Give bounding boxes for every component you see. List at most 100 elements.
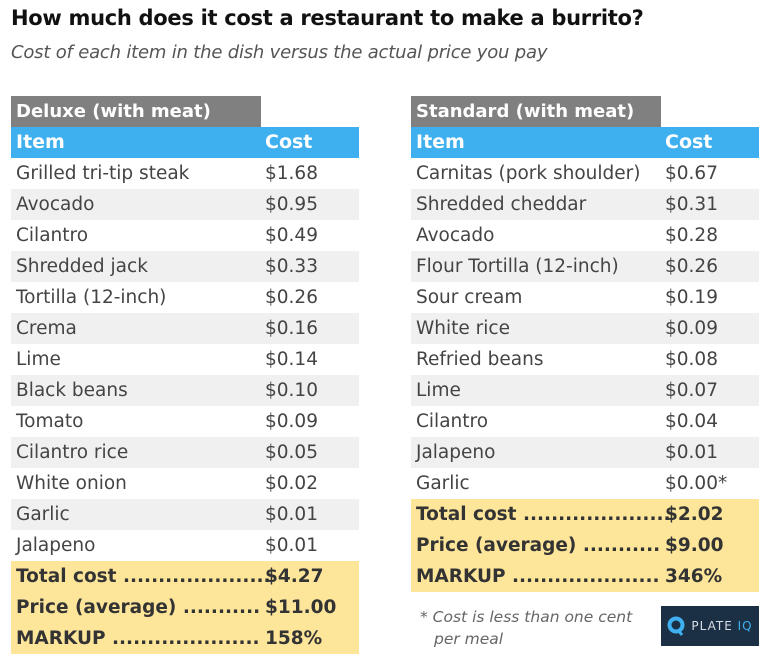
column-header-row: Item Cost: [411, 127, 759, 158]
item-name: Shredded cheddar: [416, 194, 587, 215]
item-name: Cilantro: [416, 411, 489, 432]
item-name: Lime: [16, 349, 61, 370]
item-name: Black beans: [16, 380, 128, 401]
totals-value: $11.00: [265, 597, 337, 618]
item-name: Tortilla (12-inch): [16, 287, 167, 308]
standard-cost-table: Standard (with meat) Item Cost Carnitas (po…: [411, 96, 759, 592]
item-cost: $0.49: [265, 225, 318, 246]
column-header-item: Item: [416, 131, 465, 153]
item-cost: $0.09: [665, 318, 718, 339]
column-header-row: Item Cost: [11, 127, 359, 158]
totals-value: $4.27: [265, 566, 324, 587]
item-cost: $0.31: [665, 194, 718, 215]
totals-row: MARKUP ..................... 158%: [11, 623, 359, 654]
totals-row: Total cost ..................... $4.27: [11, 561, 359, 592]
totals-label: MARKUP .....................: [16, 628, 260, 649]
item-name: White rice: [416, 318, 510, 339]
table-row: Cilantro rice $0.05: [11, 437, 359, 468]
table-row: White rice $0.09: [411, 313, 759, 344]
item-name: Refried beans: [416, 349, 544, 370]
item-cost: $0.07: [665, 380, 718, 401]
item-cost: $0.01: [665, 442, 718, 463]
item-cost: $0.16: [265, 318, 318, 339]
table-row: Cilantro $0.04: [411, 406, 759, 437]
footnote-line: * Cost is less than one cent: [420, 608, 633, 626]
item-cost: $0.01: [265, 535, 318, 556]
table-group-header: Standard (with meat): [411, 96, 661, 127]
item-name: Crema: [16, 318, 77, 339]
column-header-item: Item: [16, 131, 65, 153]
item-name: Cilantro rice: [16, 442, 129, 463]
totals-section: Total cost ..................... $4.27 Pri…: [11, 561, 359, 654]
item-name: White onion: [16, 473, 127, 494]
table-row: Garlic $0.01: [11, 499, 359, 530]
item-cost: $0.10: [265, 380, 318, 401]
item-cost: $0.26: [665, 256, 718, 277]
table-row: Tortilla (12-inch) $0.26: [11, 282, 359, 313]
table-row: Garlic $0.00*: [411, 468, 759, 499]
footnote-line: per meal: [434, 630, 504, 648]
item-name: Garlic: [416, 473, 470, 494]
page-title: How much does it cost a restaurant to ma…: [11, 6, 644, 30]
item-cost: $0.02: [265, 473, 318, 494]
table-row: Lime $0.14: [11, 344, 359, 375]
table-row: Tomato $0.09: [11, 406, 359, 437]
column-header-cost: Cost: [665, 131, 713, 153]
table-row: Avocado $0.28: [411, 220, 759, 251]
column-header-cost: Cost: [265, 131, 313, 153]
logo-accent: IQ: [737, 619, 753, 633]
table-row: Jalapeno $0.01: [411, 437, 759, 468]
table-row: White onion $0.02: [11, 468, 359, 499]
totals-label: Total cost .....................: [16, 566, 271, 587]
totals-value: $9.00: [665, 535, 724, 556]
item-name: Garlic: [16, 504, 70, 525]
deluxe-cost-table: Deluxe (with meat) Item Cost Grilled tri-ti…: [11, 96, 359, 654]
item-cost: $1.68: [265, 163, 318, 184]
item-cost: $0.28: [665, 225, 718, 246]
item-cost: $0.19: [665, 287, 718, 308]
item-name: Sour cream: [416, 287, 523, 308]
table-row: Black beans $0.10: [11, 375, 359, 406]
totals-row: Price (average) ........... $11.00: [11, 592, 359, 623]
table-row: Carnitas (pork shoulder) $0.67: [411, 158, 759, 189]
footnote: * Cost is less than one cent per meal: [420, 606, 632, 650]
table-row: Lime $0.07: [411, 375, 759, 406]
item-name: Carnitas (pork shoulder): [416, 163, 641, 184]
plate-iq-logo-icon: [667, 616, 685, 636]
table-row: Crema $0.16: [11, 313, 359, 344]
table-row: Sour cream $0.19: [411, 282, 759, 313]
totals-value: 346%: [665, 566, 723, 587]
plate-iq-logo: PLATE IQ: [661, 606, 759, 646]
item-cost: $0.05: [265, 442, 318, 463]
item-name: Jalapeno: [16, 535, 96, 556]
item-cost: $0.04: [665, 411, 718, 432]
item-cost: $0.95: [265, 194, 318, 215]
item-name: Shredded jack: [16, 256, 148, 277]
table-row: Shredded jack $0.33: [11, 251, 359, 282]
item-name: Cilantro: [16, 225, 89, 246]
totals-label: Price (average) ...........: [416, 535, 661, 556]
totals-value: 158%: [265, 628, 323, 649]
item-name: Avocado: [416, 225, 495, 246]
totals-row: Price (average) ........... $9.00: [411, 530, 759, 561]
table-row: Refried beans $0.08: [411, 344, 759, 375]
totals-value: $2.02: [665, 504, 724, 525]
item-name: Tomato: [16, 411, 84, 432]
item-cost: $0.67: [665, 163, 718, 184]
item-cost: $0.08: [665, 349, 718, 370]
logo-text: PLATE: [691, 619, 733, 633]
totals-label: Price (average) ...........: [16, 597, 261, 618]
page-subtitle: Cost of each item in the dish versus the…: [11, 42, 548, 63]
item-cost: $0.33: [265, 256, 318, 277]
item-name: Lime: [416, 380, 461, 401]
totals-row: MARKUP ..................... 346%: [411, 561, 759, 592]
table-row: Shredded cheddar $0.31: [411, 189, 759, 220]
item-cost: $0.26: [265, 287, 318, 308]
item-cost: $0.00*: [665, 473, 728, 494]
item-cost: $0.01: [265, 504, 318, 525]
item-name: Flour Tortilla (12-inch): [416, 256, 619, 277]
table-row: Avocado $0.95: [11, 189, 359, 220]
totals-section: Total cost ..................... $2.02 Pri…: [411, 499, 759, 592]
table-row: Cilantro $0.49: [11, 220, 359, 251]
item-name: Grilled tri-tip steak: [16, 163, 190, 184]
